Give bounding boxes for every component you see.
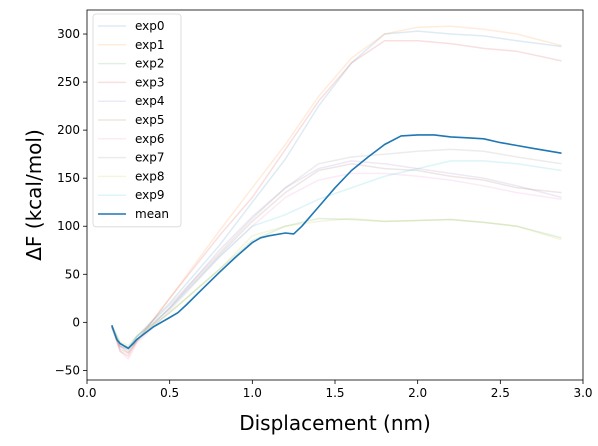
x-axis-title: Displacement (nm) xyxy=(239,411,431,435)
legend-label-exp9: exp9 xyxy=(135,188,165,202)
legend-label-exp8: exp8 xyxy=(135,169,165,183)
series-line-exp5 xyxy=(111,163,562,354)
x-axis-ticks: 0.0 0.5 1.0 1.5 2.0 2.5 3.0 xyxy=(77,380,593,400)
plot-lines xyxy=(111,25,562,360)
y-tick-label: −50 xyxy=(55,363,80,377)
x-tick-label: 2.5 xyxy=(491,386,510,400)
series-line-exp6 xyxy=(111,172,562,360)
series-line-exp7 xyxy=(111,148,562,350)
legend-label-exp0: exp0 xyxy=(135,19,165,33)
series-line-mean xyxy=(111,134,562,350)
x-tick-label: 1.5 xyxy=(325,386,344,400)
legend-label-exp1: exp1 xyxy=(135,38,165,52)
x-tick-label: 2.0 xyxy=(408,386,427,400)
series-line-exp9 xyxy=(111,160,562,349)
legend-label-exp5: exp5 xyxy=(135,113,165,127)
legend-box xyxy=(92,13,182,228)
legend-label-mean: mean xyxy=(135,207,169,221)
y-axis-ticks: −50 0 50 100 150 200 250 300 xyxy=(55,27,87,377)
y-tick-label: 0 xyxy=(72,315,80,329)
x-tick-label: 1.0 xyxy=(243,386,262,400)
y-tick-label: 150 xyxy=(57,171,80,185)
y-axis-title: ΔF (kcal/mol) xyxy=(22,129,46,261)
series-line-exp0 xyxy=(111,30,562,350)
series-line-exp8 xyxy=(111,217,562,347)
y-tick-label: 250 xyxy=(57,75,80,89)
legend-label-exp3: exp3 xyxy=(135,75,165,89)
x-tick-label: 0.5 xyxy=(160,386,179,400)
legend: exp0 exp1 exp2 exp3 exp4 exp5 exp6 exp7 exp8 exp9… xyxy=(92,13,182,228)
legend-label-exp2: exp2 xyxy=(135,57,165,71)
y-tick-label: 50 xyxy=(65,267,80,281)
legend-label-exp4: exp4 xyxy=(135,94,165,108)
series-line-exp1 xyxy=(111,25,562,354)
y-tick-label: 200 xyxy=(57,123,80,137)
series-line-exp3 xyxy=(111,40,562,357)
x-tick-label: 0.0 xyxy=(77,386,96,400)
x-tick-label: 3.0 xyxy=(573,386,592,400)
y-tick-label: 300 xyxy=(57,27,80,41)
y-tick-label: 100 xyxy=(57,219,80,233)
legend-label-exp7: exp7 xyxy=(135,151,165,165)
legend-label-exp6: exp6 xyxy=(135,132,165,146)
